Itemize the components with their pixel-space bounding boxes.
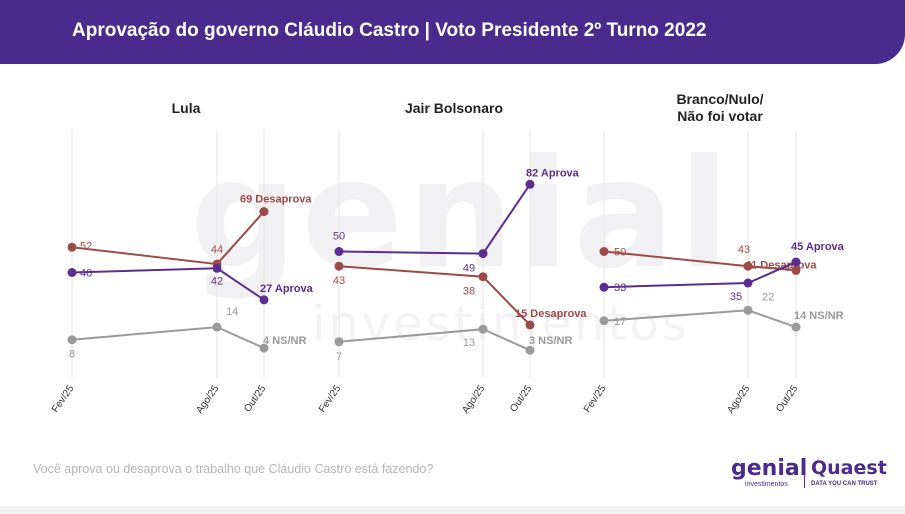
data-point xyxy=(599,282,609,292)
data-point xyxy=(525,345,535,355)
series-end-label: 3 NS/NR xyxy=(529,335,572,347)
series-line-desaprova xyxy=(338,265,531,326)
data-label: 52 xyxy=(80,240,92,252)
page-title: Aprovação do governo Cláudio Castro | Vo… xyxy=(72,20,707,41)
header-banner: Aprovação do governo Cláudio Castro | Vo… xyxy=(0,0,905,64)
data-point xyxy=(478,249,488,259)
data-point xyxy=(67,242,77,252)
series-end-label: 41 Desaprova xyxy=(745,259,817,271)
data-point xyxy=(259,295,269,305)
data-label: 43 xyxy=(333,275,345,287)
data-label: 7 xyxy=(336,351,342,363)
series-line-nsnr xyxy=(603,309,797,329)
data-point xyxy=(478,272,488,282)
data-point xyxy=(525,179,535,189)
data-point xyxy=(599,316,609,326)
data-label: 42 xyxy=(211,275,223,287)
survey-question: Você aprova ou desaprova o trabalho que … xyxy=(33,462,434,476)
data-point xyxy=(743,261,753,271)
data-point xyxy=(334,247,344,256)
x-tick-label: Fev/25 xyxy=(317,383,344,415)
series-line-aprova xyxy=(338,183,531,255)
watermark-logo-sub: investimentos xyxy=(312,296,690,352)
data-label: 35 xyxy=(730,291,742,303)
x-tick-label: Ago/25 xyxy=(725,383,752,416)
data-label: 14 xyxy=(226,306,238,318)
series-end-label: 4 NS/NR xyxy=(263,335,306,347)
data-label: 17 xyxy=(614,316,626,328)
watermark-logo: genial xyxy=(190,128,734,302)
data-point xyxy=(791,265,801,275)
data-point xyxy=(67,335,77,345)
series-end-label: 45 Aprova xyxy=(791,241,845,253)
data-label: 50 xyxy=(614,247,626,259)
data-label: 40 xyxy=(80,268,92,280)
data-label: 50 xyxy=(333,231,345,243)
quaest-logo: Quaest xyxy=(811,457,887,479)
series-end-label: 14 NS/NR xyxy=(794,310,844,322)
data-point xyxy=(259,343,269,353)
data-label: 49 xyxy=(463,263,475,275)
x-tick-label: Ago/25 xyxy=(194,383,221,416)
data-point xyxy=(212,263,222,273)
data-point xyxy=(259,207,269,217)
data-label: 13 xyxy=(463,337,475,349)
data-label: 43 xyxy=(738,244,750,256)
data-label: 44 xyxy=(211,244,223,256)
x-tick-label: Out/25 xyxy=(508,383,534,414)
data-point xyxy=(334,337,344,347)
series-end-label: 69 Desaprova xyxy=(240,194,312,206)
data-point xyxy=(599,247,609,256)
x-tick-label: Out/25 xyxy=(774,383,800,414)
logo-divider xyxy=(804,461,805,488)
data-point xyxy=(525,320,535,330)
genial-logo-sub: investimentos xyxy=(745,481,788,488)
data-label: 22 xyxy=(762,291,774,303)
series-line-nsnr xyxy=(338,328,531,352)
series-end-label: 82 Aprova xyxy=(526,167,580,179)
data-point xyxy=(743,278,753,288)
data-point xyxy=(791,322,801,332)
data-point xyxy=(334,261,344,271)
data-label: 33 xyxy=(614,282,626,294)
x-tick-label: Fev/25 xyxy=(50,383,77,415)
series-end-label: 27 Aprova xyxy=(260,283,314,295)
chart-title: Branco/Nulo/ xyxy=(676,91,763,107)
chart-title: Lula xyxy=(172,100,201,116)
series-line-desaprova xyxy=(71,210,265,266)
data-point xyxy=(791,257,801,267)
x-tick-label: Fev/25 xyxy=(582,383,609,415)
genial-logo: genial xyxy=(731,456,808,481)
data-point xyxy=(67,268,77,277)
chart-title: Jair Bolsonaro xyxy=(405,100,503,116)
data-point xyxy=(743,305,753,315)
quaest-logo-sub: DATA YOU CAN TRUST xyxy=(811,481,878,487)
chart-title: Não foi votar xyxy=(677,108,763,124)
data-label: 8 xyxy=(69,349,75,361)
series-end-label: 15 Desaprova xyxy=(515,308,587,320)
series-line-aprova xyxy=(71,267,265,301)
data-point xyxy=(212,322,222,332)
data-label: 38 xyxy=(463,286,475,298)
data-point xyxy=(478,324,488,334)
x-tick-label: Ago/25 xyxy=(460,383,487,416)
footer-bar xyxy=(0,506,905,514)
x-tick-label: Out/25 xyxy=(242,383,268,414)
series-line-nsnr xyxy=(71,326,265,350)
